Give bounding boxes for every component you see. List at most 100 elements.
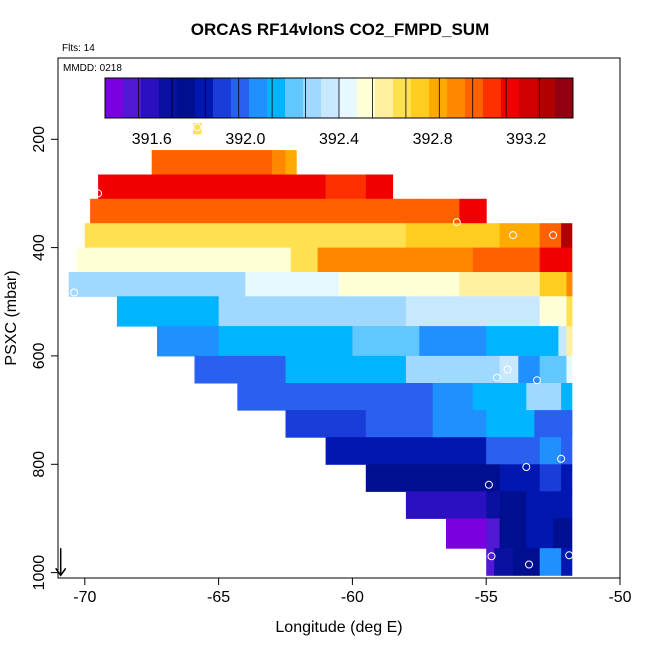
heatmap-cell bbox=[90, 198, 420, 224]
heatmap-cell bbox=[365, 410, 434, 438]
heatmap-cell bbox=[539, 548, 562, 576]
data-point bbox=[94, 189, 103, 198]
x-tick-label: -50 bbox=[608, 589, 631, 606]
heatmap-cell bbox=[218, 296, 273, 327]
heatmap-cell bbox=[486, 518, 501, 549]
heatmap-cell bbox=[459, 198, 487, 224]
colorbar-swatch bbox=[465, 78, 484, 118]
colorbar-swatch bbox=[483, 78, 502, 118]
colorbar-swatch bbox=[555, 78, 574, 118]
heatmap-cell bbox=[566, 296, 573, 327]
heatmap-cell bbox=[405, 223, 501, 249]
heatmap-cell bbox=[405, 491, 487, 519]
arrow-head bbox=[55, 567, 67, 577]
colorbar-swatch bbox=[177, 78, 196, 118]
heatmap-cell bbox=[539, 437, 562, 465]
heatmap-cell bbox=[245, 272, 340, 297]
heatmap-cell bbox=[555, 410, 573, 438]
colorbar-swatch bbox=[195, 78, 214, 118]
heatmap-cell bbox=[539, 296, 567, 327]
heatmap-cell bbox=[68, 272, 246, 297]
y-tick-label: 1000 bbox=[31, 555, 48, 591]
heatmap-cell bbox=[539, 464, 562, 492]
heatmap-cell bbox=[499, 491, 527, 519]
heatmap-cell bbox=[499, 223, 541, 249]
heatmap-cell bbox=[405, 355, 501, 384]
colorbar-swatch bbox=[375, 78, 394, 118]
heatmap-cell bbox=[272, 150, 286, 175]
x-axis: -70 -65 -60 -55 -50 bbox=[73, 578, 632, 606]
heatmap-cell bbox=[499, 464, 541, 492]
heatmap-cell bbox=[561, 548, 573, 576]
date-note: MMDD: 0218 bbox=[63, 63, 122, 74]
heatmap-cell bbox=[486, 548, 495, 576]
data-point bbox=[549, 231, 558, 240]
data-point bbox=[573, 232, 582, 241]
data-point bbox=[565, 551, 574, 560]
heatmap-cell bbox=[499, 355, 519, 384]
heatmap-cell bbox=[486, 326, 559, 357]
heatmap-cell bbox=[539, 223, 562, 249]
colorbar-swatch bbox=[303, 78, 322, 118]
heatmap-cell bbox=[459, 464, 500, 492]
heatmap-cell bbox=[561, 437, 573, 465]
data-point bbox=[193, 123, 202, 132]
x-tick-label: -55 bbox=[475, 589, 498, 606]
heatmap-cell bbox=[526, 383, 562, 411]
colorbar-tick-label: 392.0 bbox=[225, 131, 265, 148]
heatmap-cell bbox=[486, 437, 541, 465]
heatmap-cell bbox=[526, 518, 554, 549]
heatmap-cell bbox=[405, 296, 541, 327]
colorbar-swatch bbox=[519, 78, 538, 118]
heatmap-cell bbox=[218, 247, 292, 273]
heatmap-cell bbox=[558, 491, 573, 519]
heatmap-cell bbox=[494, 548, 514, 576]
heatmap-cell bbox=[193, 123, 202, 135]
data-point bbox=[484, 480, 493, 489]
data-point bbox=[452, 218, 461, 227]
colorbar-swatch bbox=[429, 78, 448, 118]
colorbar-swatch bbox=[141, 78, 160, 118]
plot-frame bbox=[57, 57, 621, 579]
heatmap-cell bbox=[419, 198, 460, 224]
colorbar-swatch bbox=[105, 78, 124, 118]
colorbar-frame bbox=[104, 77, 574, 119]
colorbar-swatch bbox=[321, 78, 340, 118]
heatmap-cell bbox=[151, 150, 273, 175]
data-point bbox=[492, 373, 501, 382]
colorbar: 391.6 392.0 392.4 392.8 393.2 bbox=[104, 77, 574, 148]
heatmap-cell bbox=[566, 355, 573, 384]
heatmap-cell bbox=[561, 464, 573, 492]
heatmap-cell bbox=[290, 247, 319, 273]
heatmap-cell bbox=[472, 383, 527, 411]
heatmap-cell bbox=[518, 355, 541, 384]
data-point bbox=[557, 454, 566, 463]
colorbar-swatch bbox=[231, 78, 250, 118]
heatmap-cell bbox=[553, 518, 573, 549]
x-axis-title: Longitude (deg E) bbox=[275, 619, 402, 636]
heatmap-cell bbox=[486, 491, 501, 519]
heatmap-cell bbox=[157, 326, 220, 357]
heatmap-cell bbox=[365, 464, 460, 492]
flights-note: Flts: 14 bbox=[62, 43, 95, 54]
colorbar-tick-label: 392.8 bbox=[413, 131, 453, 148]
chart-title: ORCAS RF14vlonS CO2_FMPD_SUM bbox=[191, 20, 490, 39]
colorbar-swatch bbox=[159, 78, 178, 118]
heatmap-cell bbox=[534, 410, 557, 438]
x-tick-label: -60 bbox=[341, 589, 364, 606]
heatmap-cell bbox=[352, 383, 434, 411]
heatmap-cell bbox=[76, 247, 219, 273]
heatmap-cell bbox=[566, 326, 573, 357]
colorbar-swatch bbox=[411, 78, 430, 118]
heatmap-cell bbox=[561, 383, 573, 411]
data-point bbox=[522, 463, 531, 471]
heatmap-cell bbox=[84, 223, 407, 249]
heatmap-cell bbox=[285, 355, 407, 384]
heatmap-cell bbox=[419, 326, 487, 357]
heatmap-cell bbox=[539, 272, 567, 297]
heatmap-cell bbox=[285, 150, 297, 175]
heatmap-cell bbox=[218, 326, 353, 357]
colorbar-swatch bbox=[339, 78, 358, 118]
heatmap-cell bbox=[237, 383, 353, 411]
